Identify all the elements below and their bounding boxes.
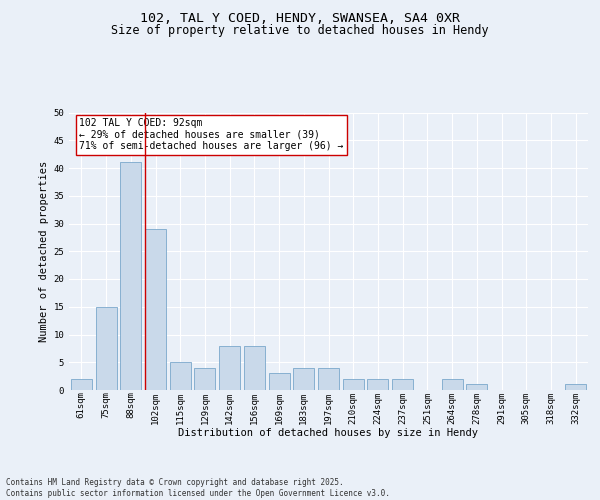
X-axis label: Distribution of detached houses by size in Hendy: Distribution of detached houses by size …: [179, 428, 479, 438]
Bar: [269, 374, 290, 390]
Bar: [170, 362, 191, 390]
Bar: [293, 368, 314, 390]
Bar: [392, 379, 413, 390]
Bar: [367, 379, 388, 390]
Bar: [120, 162, 141, 390]
Bar: [71, 379, 92, 390]
Text: Size of property relative to detached houses in Hendy: Size of property relative to detached ho…: [111, 24, 489, 37]
Text: 102 TAL Y COED: 92sqm
← 29% of detached houses are smaller (39)
71% of semi-deta: 102 TAL Y COED: 92sqm ← 29% of detached …: [79, 118, 344, 151]
Bar: [565, 384, 586, 390]
Bar: [442, 379, 463, 390]
Bar: [219, 346, 240, 390]
Bar: [343, 379, 364, 390]
Bar: [95, 306, 116, 390]
Text: Contains HM Land Registry data © Crown copyright and database right 2025.
Contai: Contains HM Land Registry data © Crown c…: [6, 478, 390, 498]
Bar: [318, 368, 339, 390]
Bar: [194, 368, 215, 390]
Bar: [466, 384, 487, 390]
Text: 102, TAL Y COED, HENDY, SWANSEA, SA4 0XR: 102, TAL Y COED, HENDY, SWANSEA, SA4 0XR: [140, 12, 460, 26]
Bar: [145, 229, 166, 390]
Y-axis label: Number of detached properties: Number of detached properties: [39, 160, 49, 342]
Bar: [244, 346, 265, 390]
